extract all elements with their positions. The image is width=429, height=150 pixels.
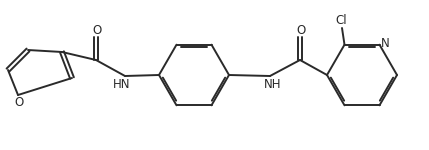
Text: N: N: [381, 37, 390, 50]
Text: NH: NH: [264, 78, 282, 92]
Text: O: O: [296, 24, 305, 36]
Text: O: O: [15, 96, 24, 108]
Text: Cl: Cl: [335, 14, 347, 27]
Text: HN: HN: [113, 78, 131, 92]
Text: O: O: [92, 24, 102, 36]
